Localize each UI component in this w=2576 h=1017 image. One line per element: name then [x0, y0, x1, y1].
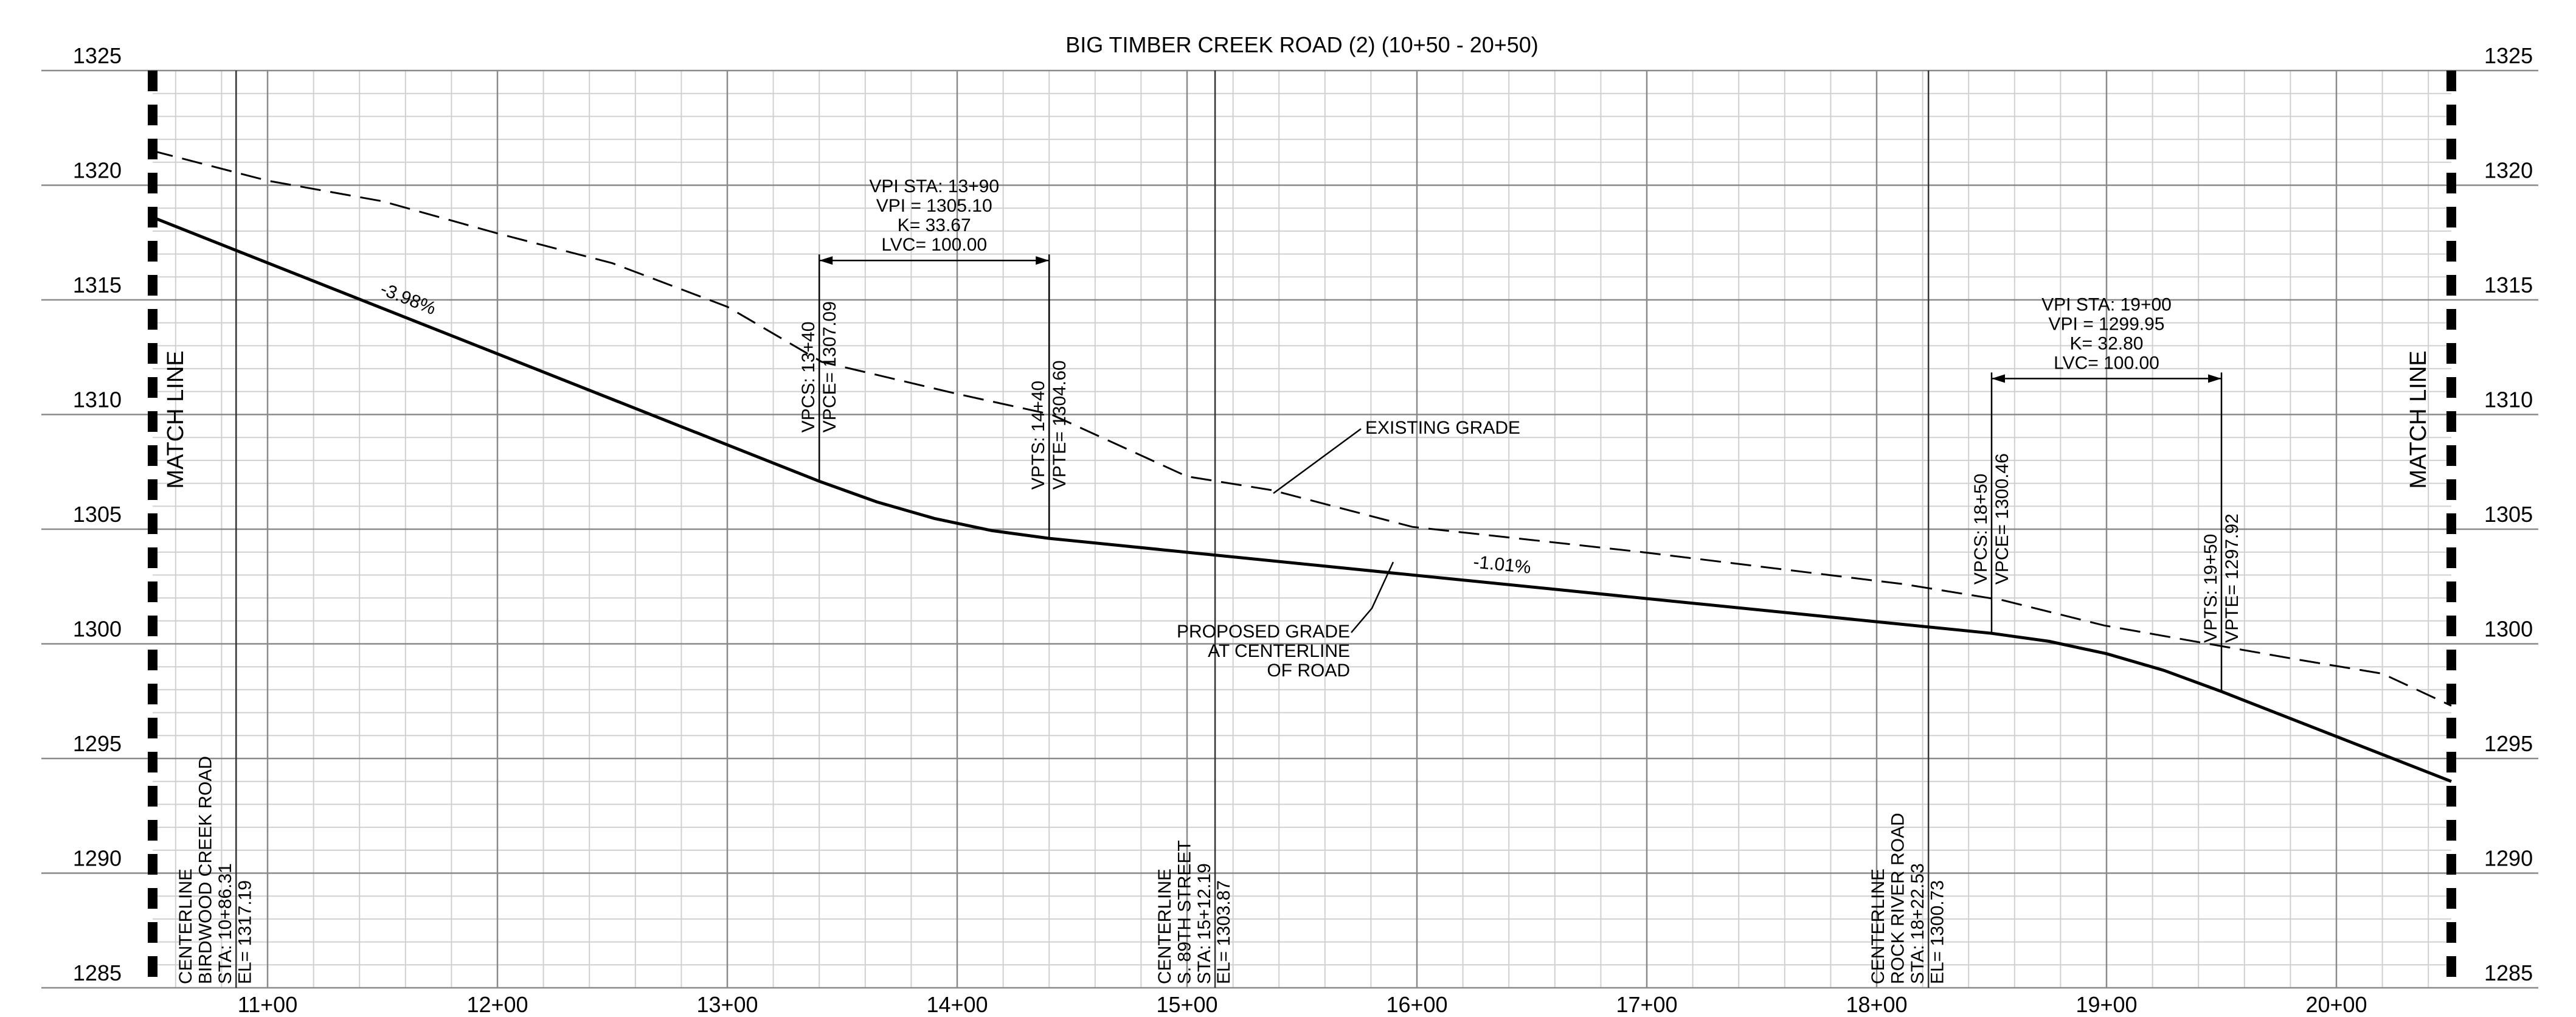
vpi-label: VPI = 1299.95: [2049, 314, 2165, 334]
x-tick-label: 16+00: [1386, 992, 1447, 1017]
x-tick-label: 20+00: [2305, 992, 2367, 1017]
dimension-arrow: [819, 256, 833, 265]
vpi-label: K= 32.80: [2070, 333, 2144, 353]
crossing-label: CENTERLINE: [1868, 869, 1888, 984]
vpi-label: LVC= 100.00: [2054, 353, 2159, 373]
x-tick-label: 19+00: [2076, 992, 2137, 1017]
vpt-elevation-label: VPTE= 1304.60: [1050, 360, 1070, 490]
leader-line: [1351, 561, 1394, 633]
y-tick-label: 1285: [73, 960, 122, 985]
existing-grade-line: [152, 150, 2452, 707]
x-tick-label: 18+00: [1846, 992, 1907, 1017]
crossing-label: S. 89TH STREET: [1174, 840, 1194, 984]
y-tick-label: 1310: [2484, 387, 2533, 412]
crossing-label: STA: 10+86.31: [215, 863, 235, 984]
x-tick-label: 13+00: [696, 992, 758, 1017]
y-tick-label: 1305: [2484, 502, 2533, 527]
y-tick-label: 1300: [73, 617, 122, 642]
vpi-label: VPI STA: 13+90: [869, 176, 999, 196]
crossing-label: CENTERLINE: [1155, 869, 1175, 984]
y-tick-label: 1325: [2484, 43, 2533, 68]
vpt-elevation-label: VPTE= 1297.92: [2222, 513, 2242, 643]
crossing-label: BIRDWOOD CREEK ROAD: [196, 756, 216, 984]
crossing-label: STA: 15+12.19: [1194, 863, 1214, 984]
dimension-arrow: [1992, 374, 2005, 383]
dimension-arrow: [2208, 374, 2221, 383]
y-tick-label: 1315: [2484, 272, 2533, 297]
y-tick-label: 1310: [73, 387, 122, 412]
x-tick-label: 12+00: [466, 992, 528, 1017]
vpi-label: LVC= 100.00: [881, 235, 987, 255]
match-line-label: MATCH LINE: [163, 350, 189, 488]
vpc-elevation-label: VPCE= 1307.09: [820, 301, 840, 432]
crossing-label: EL= 1303.87: [1214, 880, 1234, 984]
vpi-label: VPI = 1305.10: [876, 196, 992, 216]
crossing-label: EL= 1317.19: [235, 880, 255, 984]
y-tick-label: 1320: [2484, 158, 2533, 183]
y-tick-label: 1295: [73, 731, 122, 756]
x-tick-label: 14+00: [926, 992, 988, 1017]
proposed-grade-line: [152, 215, 2452, 783]
crossing-label: STA: 18+22.53: [1908, 863, 1928, 984]
vpt-station-label: VPTS: 14+40: [1028, 381, 1048, 490]
y-tick-label: 1315: [73, 272, 122, 297]
leader-line: [1273, 428, 1362, 495]
x-tick-label: 11+00: [238, 992, 297, 1017]
y-tick-label: 1300: [2484, 617, 2533, 642]
vpc-elevation-label: VPCE= 1300.46: [1992, 453, 2012, 585]
y-tick-label: 1290: [2484, 846, 2533, 871]
vpc-station-label: VPCS: 13+40: [798, 322, 819, 433]
existing-grade-label: EXISTING GRADE: [1365, 418, 1520, 438]
crossing-label: CENTERLINE: [176, 869, 196, 984]
y-tick-label: 1295: [2484, 731, 2533, 756]
y-tick-label: 1320: [73, 158, 122, 183]
x-tick-label: 17+00: [1616, 992, 1677, 1017]
vpi-label: K= 33.67: [898, 215, 971, 235]
crossing-label: EL= 1300.73: [1927, 880, 1947, 984]
y-tick-label: 1290: [73, 846, 122, 871]
crossing-label: ROCK RIVER ROAD: [1888, 813, 1908, 984]
x-tick-label: 15+00: [1156, 992, 1217, 1017]
proposed-grade-label: PROPOSED GRADE: [1177, 622, 1350, 642]
y-tick-label: 1305: [73, 502, 122, 527]
dimension-arrow: [1036, 256, 1050, 265]
vpt-station-label: VPTS: 19+50: [2201, 534, 2221, 643]
proposed-grade-label: AT CENTERLINE: [1208, 641, 1350, 661]
y-tick-label: 1285: [2484, 960, 2533, 985]
y-tick-label: 1325: [73, 43, 122, 68]
proposed-grade-label: OF ROAD: [1267, 661, 1350, 681]
drawing-title: BIG TIMBER CREEK ROAD (2) (10+50 - 20+50…: [1065, 32, 1539, 57]
match-line-label: MATCH LINE: [2406, 350, 2431, 488]
vpc-station-label: VPCS: 18+50: [1971, 474, 1991, 585]
vpi-label: VPI STA: 19+00: [2041, 294, 2172, 314]
